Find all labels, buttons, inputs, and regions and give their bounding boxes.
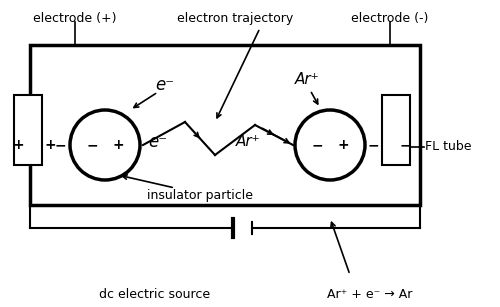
Text: −: − (54, 138, 66, 152)
Text: electron trajectory: electron trajectory (177, 12, 293, 25)
Text: electrode (+): electrode (+) (33, 12, 117, 25)
Bar (14, 95, 42, 165)
Text: Ar⁺: Ar⁺ (295, 72, 320, 87)
Text: insulator particle: insulator particle (147, 188, 253, 201)
Text: −: − (367, 138, 379, 152)
Text: −: − (311, 138, 323, 152)
Text: +: + (112, 138, 124, 152)
Text: FL tube: FL tube (425, 141, 472, 154)
Text: +: + (12, 138, 24, 152)
Text: dc electric source: dc electric source (100, 289, 210, 301)
Text: Ar⁺ + e⁻ → Ar: Ar⁺ + e⁻ → Ar (328, 289, 412, 301)
Text: +: + (44, 138, 56, 152)
Text: −: − (86, 138, 98, 152)
Text: e⁻: e⁻ (155, 76, 174, 94)
Text: −: − (399, 138, 411, 152)
Circle shape (295, 110, 365, 180)
Circle shape (70, 110, 140, 180)
Text: e⁻: e⁻ (148, 133, 167, 151)
Bar (382, 95, 410, 165)
Text: electrode (-): electrode (-) (352, 12, 428, 25)
Text: +: + (337, 138, 349, 152)
Text: Ar⁺: Ar⁺ (236, 134, 260, 150)
Bar (30, 45, 420, 205)
